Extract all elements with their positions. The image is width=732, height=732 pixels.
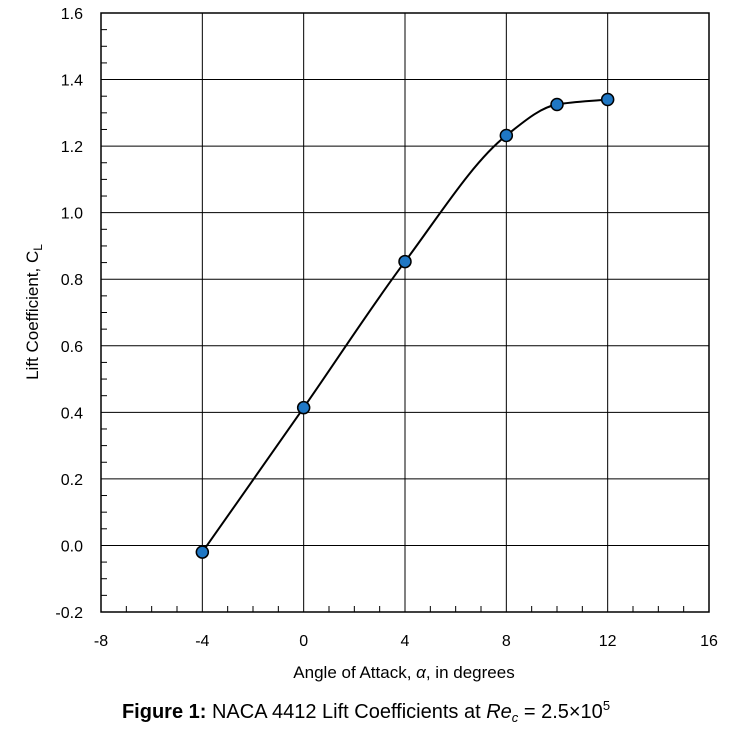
y-tick-label: 1.6 [61, 6, 83, 23]
plot-frame [100, 12, 710, 613]
y-tick-label: 0.0 [61, 538, 83, 555]
data-point [550, 97, 564, 112]
x-tick-label: 4 [401, 633, 410, 650]
data-point [499, 128, 514, 143]
minor-ticks [101, 29, 685, 612]
data-point [600, 92, 615, 107]
x-tick-label: -4 [195, 633, 209, 650]
x-tick-labels: -8 -4 0 4 8 12 16 [94, 633, 718, 650]
y-axis-title: Lift Coefficient, CL [23, 244, 45, 380]
y-tick-label: 0.8 [61, 272, 83, 289]
x-tick-label: 8 [502, 633, 511, 650]
y-tick-label: 0.6 [61, 339, 83, 356]
x-tick-label: 0 [299, 633, 308, 650]
reynolds-symbol: Re [486, 701, 512, 723]
y-tick-label: 0.2 [61, 472, 83, 489]
data-point [398, 254, 412, 269]
data-point [296, 400, 311, 415]
grid-lines [101, 13, 709, 612]
x-tick-label: 16 [700, 633, 718, 650]
y-tick-label: 1.2 [61, 139, 83, 156]
caption-text: NACA 4412 Lift Coefficients at [206, 701, 487, 723]
x-tick-label: -8 [94, 633, 108, 650]
y-tick-labels: 1.6 1.4 1.2 1.0 0.8 0.6 0.4 0.2 0.0 -0.2 [55, 6, 83, 622]
reynolds-subscript: c [511, 710, 519, 725]
figure-caption: Figure 1: NACA 4412 Lift Coefficients at… [0, 698, 732, 725]
data-points [195, 92, 615, 559]
y-tick-label: 1.4 [61, 73, 83, 90]
y-tick-label: 0.4 [61, 405, 83, 422]
x-tick-label: 12 [599, 633, 617, 650]
x-axis-title: Angle of Attack, α, in degrees [293, 663, 514, 682]
reynolds-exponent: 5 [602, 698, 611, 713]
y-tick-label: -0.2 [55, 605, 83, 622]
figure-label: Figure 1: [121, 701, 207, 723]
data-point [195, 545, 210, 559]
reynolds-value: = 2.5×10 [518, 701, 603, 723]
y-tick-label: 1.0 [61, 206, 83, 223]
lift-coefficient-chart: 1.6 1.4 1.2 1.0 0.8 0.6 0.4 0.2 0.0 -0.2 -8 -4 0 4 8 1… [23, 6, 718, 682]
